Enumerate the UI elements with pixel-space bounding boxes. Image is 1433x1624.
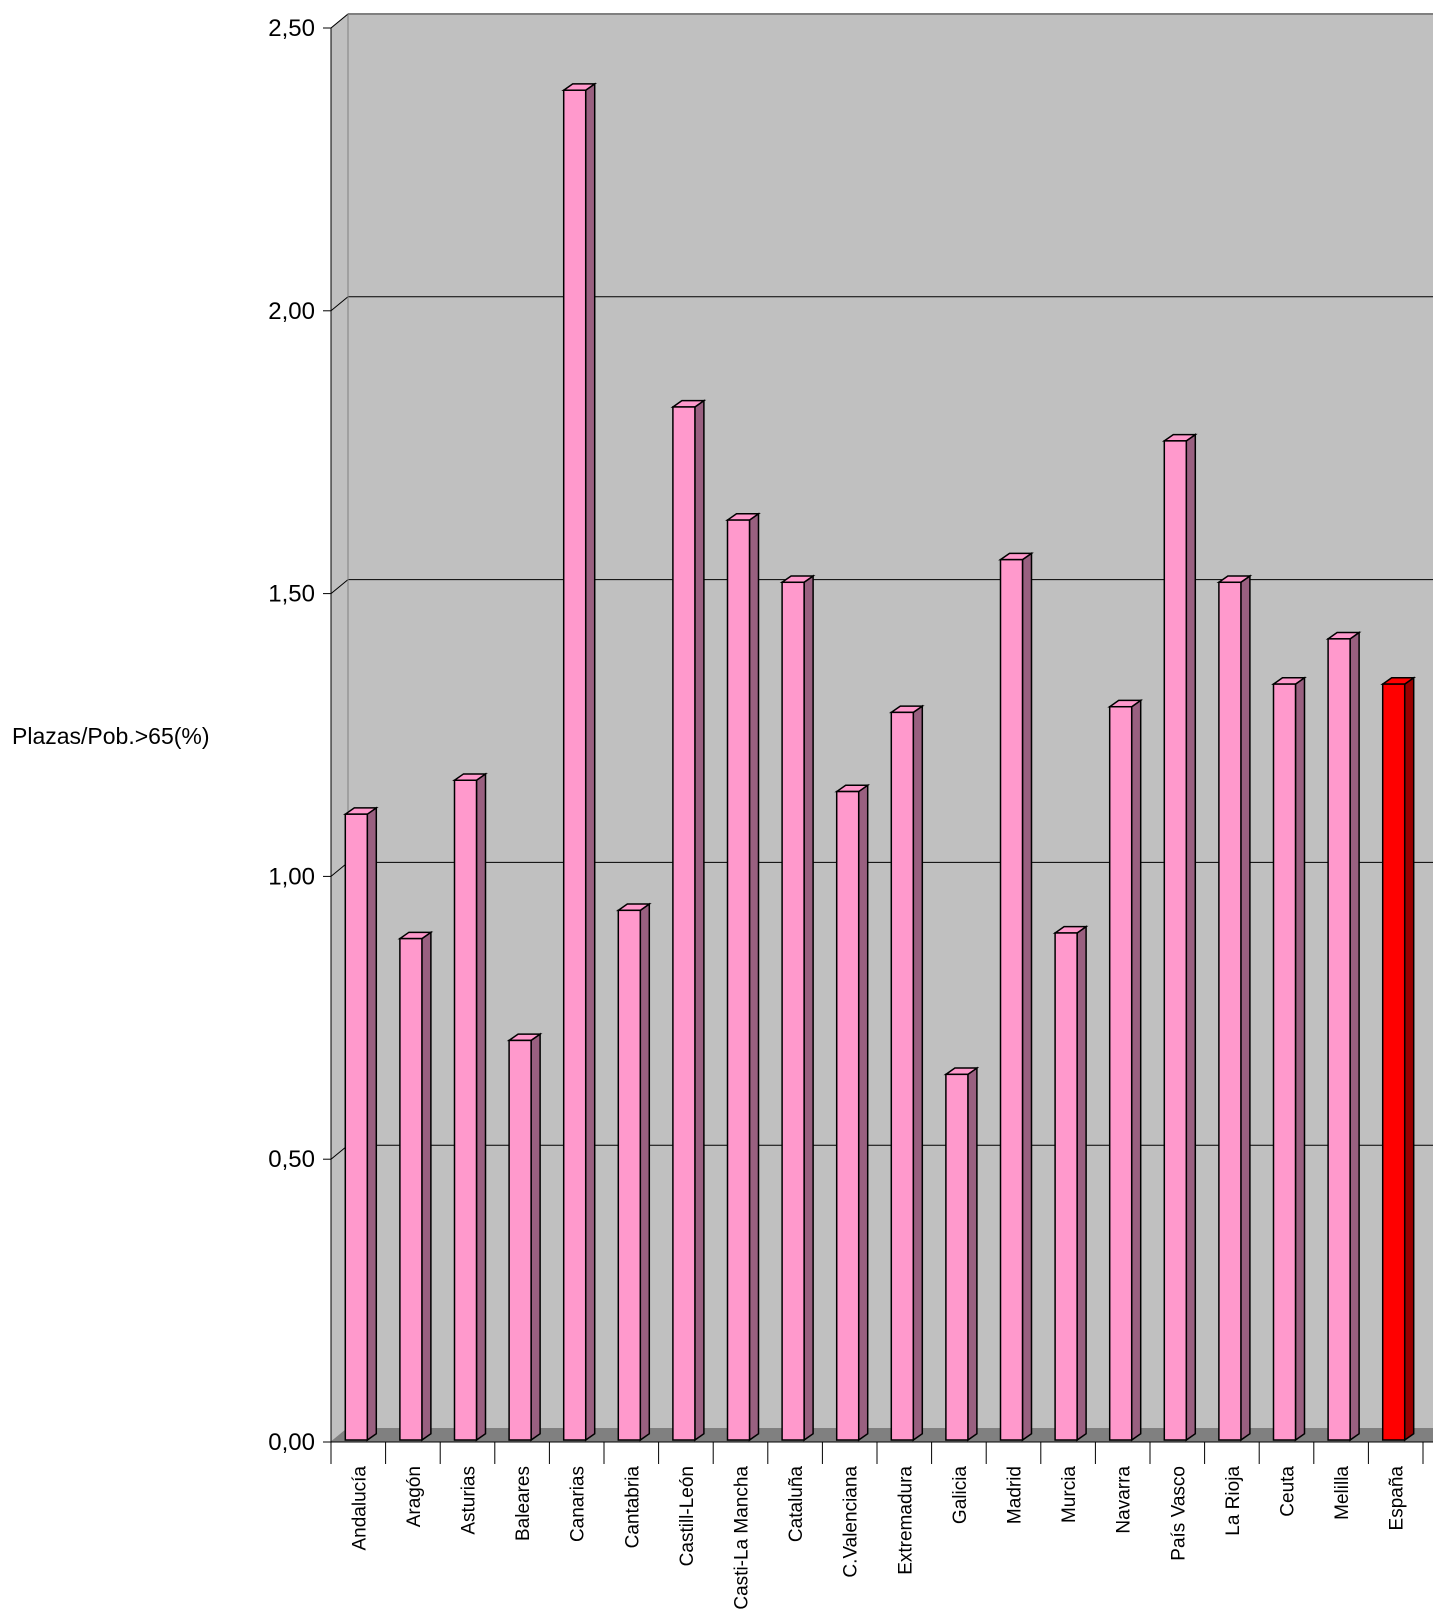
bar (561, 82, 598, 1442)
y-tick-label: 2,00 (268, 298, 315, 325)
bar-front (508, 1039, 532, 1441)
bar (998, 551, 1034, 1442)
x-tick-label: C.Valenciana (841, 1466, 862, 1578)
y-tick-label: 0,00 (268, 1429, 315, 1456)
bar (1052, 925, 1089, 1442)
bar-front (835, 790, 860, 1441)
plot-area (330, 12, 1433, 1444)
bar-side (584, 82, 596, 1442)
bar-side (1294, 676, 1306, 1442)
x-tick-label: Melilla (1332, 1466, 1353, 1520)
bar (725, 512, 761, 1442)
bar (397, 930, 434, 1442)
floor (331, 1428, 1433, 1442)
bar (1325, 631, 1362, 1442)
bar-front (945, 1073, 969, 1441)
bar-side (366, 806, 378, 1442)
y-tick-label: 1,00 (268, 863, 315, 890)
bar (452, 772, 488, 1442)
bar-front (1218, 581, 1242, 1441)
bar-front (1272, 683, 1297, 1441)
bar (1380, 676, 1417, 1442)
bar-front (453, 779, 478, 1441)
bar (779, 574, 816, 1442)
gridline-diagonal (330, 579, 349, 594)
bar (834, 783, 871, 1442)
bar (1161, 433, 1198, 1442)
bar (506, 1032, 543, 1442)
bar-side (1021, 551, 1033, 1442)
bar-side (1076, 925, 1087, 1442)
bar-front (617, 909, 642, 1441)
x-tick-label: Andalucía (349, 1466, 370, 1551)
x-tick-label: Galicia (950, 1466, 971, 1525)
y-tick-label: 2,50 (268, 15, 315, 42)
x-tick-label: Aragón (404, 1466, 425, 1527)
gridline-diagonal (330, 296, 349, 312)
gridline-diagonal (330, 13, 349, 29)
bar-front (562, 89, 587, 1441)
bar-front (1163, 440, 1188, 1441)
bar (1271, 676, 1307, 1442)
bar-side (1349, 631, 1360, 1442)
x-tick-label: Canarias (568, 1466, 589, 1542)
x-tick-label: Ceuta (1278, 1466, 1299, 1517)
bar-side (1240, 574, 1251, 1442)
x-tick-label: Cataluña (786, 1466, 807, 1542)
bar-side (1130, 698, 1142, 1442)
x-tick-label: Baleares (513, 1466, 534, 1541)
bar-side (1403, 676, 1415, 1442)
x-tick-label: La Rioja (1223, 1466, 1244, 1536)
gridlines (330, 13, 1433, 1160)
bar (1216, 574, 1253, 1442)
bar-side (421, 930, 432, 1442)
bar-front (1054, 932, 1078, 1441)
bar-side (967, 1066, 978, 1442)
x-tick-label: Extremadura (895, 1466, 916, 1575)
bar-front (999, 558, 1024, 1441)
x-tick-label: Murcia (1059, 1466, 1080, 1523)
bar-side (748, 512, 760, 1442)
labels: 0,00 0,50 1,00 1,50 2,00 2,50 Andalucía Aragón A… (12, 15, 1408, 1610)
bar-front (726, 519, 751, 1441)
bar-front (781, 581, 805, 1441)
y-tick-label: 0,50 (268, 1146, 315, 1173)
bar-front (344, 813, 369, 1441)
x-tick-label: Madrid (1005, 1466, 1026, 1524)
bar-side (912, 704, 924, 1442)
bar-side (857, 783, 869, 1442)
x-tick-label: País Vasco (1168, 1466, 1189, 1561)
x-tick-label: Cantabria (622, 1466, 643, 1549)
bar-side (1185, 433, 1197, 1442)
x-tick-label: Navarra (1114, 1466, 1135, 1534)
bar (888, 704, 925, 1442)
bar-side (530, 1032, 541, 1442)
bar-side (475, 772, 487, 1442)
bar (1107, 698, 1144, 1442)
bar-side (694, 399, 705, 1442)
bar-front (1381, 683, 1406, 1441)
bar-front (1108, 705, 1133, 1441)
bar-side (803, 574, 814, 1442)
y-axis-title: Plazas/Pob.>65(%) (12, 723, 210, 749)
bar-front (890, 711, 915, 1441)
bar (615, 902, 652, 1442)
bar (670, 399, 707, 1442)
bar-front (399, 937, 423, 1441)
x-tick-label: España (1387, 1466, 1408, 1531)
bar-front (1327, 638, 1351, 1441)
bar-side (639, 902, 651, 1442)
x-tick-label: Casti-La Mancha (732, 1466, 753, 1610)
x-tick-label: Castill-León (677, 1466, 698, 1566)
bar (943, 1066, 980, 1442)
y-tick-label: 1,50 (268, 581, 315, 608)
bar (342, 806, 379, 1442)
bar-front (672, 406, 696, 1441)
x-tick-label: Asturias (459, 1466, 480, 1535)
bars (342, 82, 1417, 1442)
